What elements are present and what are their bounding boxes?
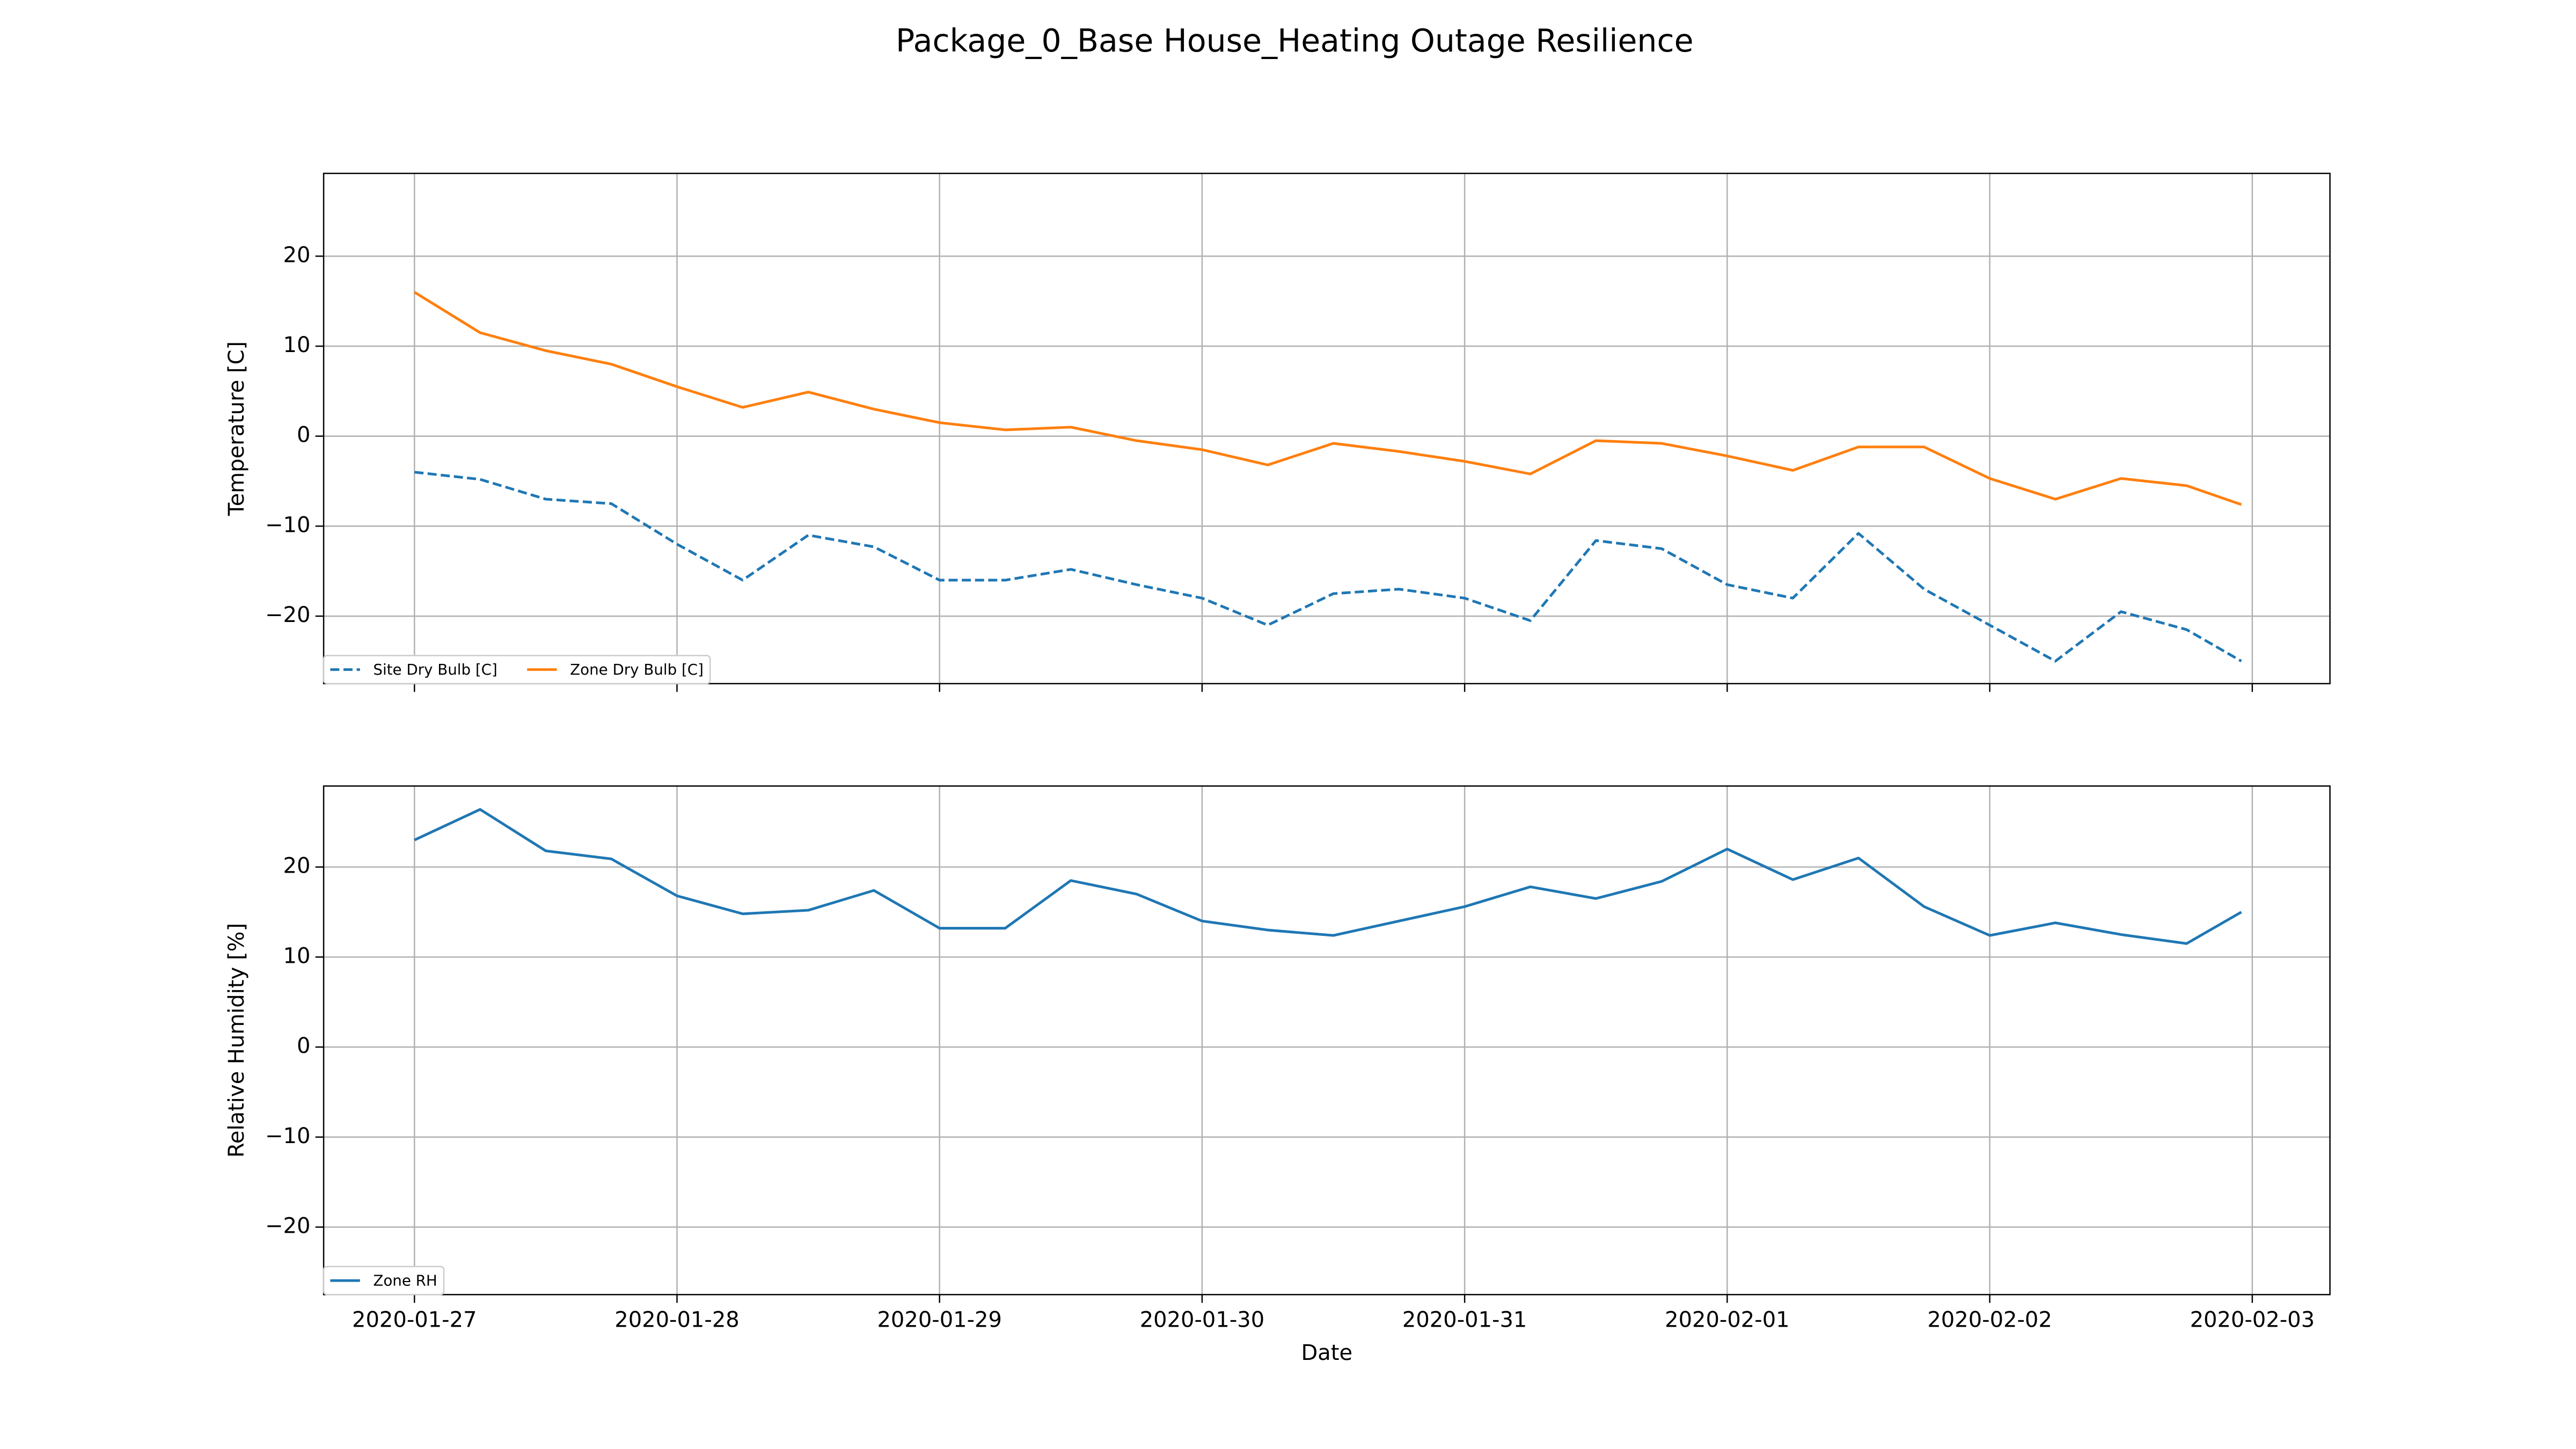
legend-label: Zone RH <box>373 1272 437 1290</box>
x-tick-label: 2020-02-01 <box>1665 1308 1789 1333</box>
series-line <box>414 471 2242 663</box>
axes: −20 −10 0 10 20 Temperature [C] Site Dry Bulb … <box>224 172 2331 692</box>
axes-frame <box>323 172 2331 685</box>
x-axis-label: Date <box>1301 1341 1353 1365</box>
y-tick-label: −10 <box>265 1124 310 1148</box>
legend: Zone RH <box>323 1265 445 1296</box>
y-tick-label: −20 <box>265 603 310 627</box>
y-tick-label: 10 <box>283 943 311 968</box>
legend-label: Site Dry Bulb [C] <box>373 661 497 678</box>
y-tick-label: 20 <box>283 854 311 879</box>
y-tick-label: 10 <box>283 333 311 357</box>
legend-frame <box>323 1265 445 1296</box>
legend: Site Dry Bulb [C] Zone Dry Bulb [C] <box>323 655 711 685</box>
axes-frame <box>323 785 2331 1296</box>
figure-title: Package_0_Base House_Heating Outage Resi… <box>896 23 1694 59</box>
y-tick-label: 20 <box>283 243 311 267</box>
series-line <box>413 291 2242 506</box>
series-line <box>414 808 2242 945</box>
y-tick-label: −20 <box>265 1214 310 1239</box>
y-tick-label: 0 <box>297 423 310 448</box>
y-axis-label: Temperature [C] <box>224 341 249 516</box>
y-tick-label: −10 <box>265 513 310 537</box>
y-tick-label: 0 <box>297 1034 310 1058</box>
x-tick-label: 2020-01-28 <box>614 1308 739 1333</box>
x-tick-label: 2020-02-03 <box>2190 1308 2315 1333</box>
legend-label: Zone Dry Bulb [C] <box>570 661 704 678</box>
x-tick-label: 2020-01-31 <box>1402 1308 1527 1333</box>
axes: 2020-01-27 2020-01-28 2020-01-29 2020-01-30… <box>224 785 2331 1365</box>
legend-frame <box>323 655 711 685</box>
x-tick-label: 2020-01-29 <box>877 1308 1001 1333</box>
x-tick-label: 2020-02-02 <box>1927 1308 2052 1333</box>
x-tick-label: 2020-01-27 <box>352 1308 477 1333</box>
x-tick-label: 2020-01-30 <box>1140 1308 1264 1333</box>
y-axis-label: Relative Humidity [%] <box>224 923 249 1158</box>
